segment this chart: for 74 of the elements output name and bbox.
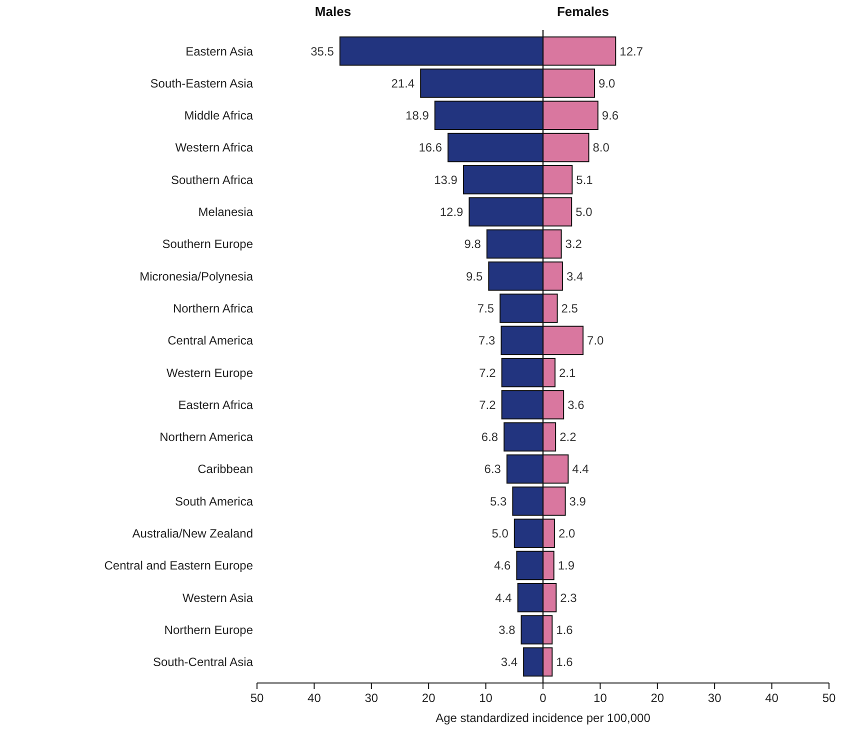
data-label: 7.3 — [478, 334, 496, 348]
data-label: 9.0 — [598, 76, 616, 90]
data-label: 16.6 — [418, 140, 442, 155]
data-label: 12.7 — [620, 44, 644, 58]
data-label: 1.6 — [556, 655, 574, 670]
data-label: 7.5 — [477, 301, 494, 316]
data-label: 7.2 — [479, 398, 496, 412]
y-tick-label: Western Europe — [166, 366, 254, 380]
y-tick-label: Southern Africa — [170, 172, 254, 187]
y-tick-label: South-Central Asia — [152, 655, 254, 670]
data-label: 6.3 — [484, 462, 502, 476]
x-tick-label: 30 — [708, 691, 722, 705]
y-tick-label: Western Asia — [182, 590, 254, 605]
x-tick-label: 50 — [250, 691, 264, 705]
y-tick-label: Eastern Africa — [178, 398, 254, 412]
data-label: 3.4 — [500, 655, 518, 670]
x-tick-label: 40 — [765, 691, 779, 705]
data-label: 5.1 — [576, 172, 594, 187]
series-label: Males — [314, 4, 352, 19]
data-label: 3.4 — [566, 269, 584, 284]
data-label: 4.6 — [494, 558, 512, 573]
y-tick-label: Central America — [168, 334, 254, 348]
data-label: 7.0 — [587, 334, 604, 348]
y-tick-label: Middle Africa — [184, 108, 254, 123]
data-label: 9.6 — [602, 108, 619, 123]
data-label: 5.0 — [492, 526, 509, 541]
y-tick-label: Northern Africa — [172, 301, 254, 316]
data-label: 35.5 — [310, 44, 334, 58]
data-label: 5.0 — [576, 205, 593, 220]
data-label: 1.6 — [556, 622, 574, 637]
data-label: 9.8 — [464, 237, 482, 252]
y-tick-label: South-Eastern Asia — [150, 76, 254, 90]
data-label: 6.8 — [481, 430, 498, 444]
x-tick-label: 10 — [479, 691, 493, 705]
y-tick-label: Southern Europe — [162, 237, 254, 252]
y-tick-label: South America — [174, 494, 254, 508]
data-label: 3.2 — [565, 237, 582, 252]
data-label: 3.9 — [569, 494, 586, 508]
data-label: 2.0 — [558, 526, 576, 541]
y-tick-label: Western Africa — [175, 140, 254, 155]
y-tick-label: Australia/New Zealand — [132, 526, 253, 541]
data-label: 8.0 — [592, 140, 610, 155]
data-label: 3.6 — [568, 398, 585, 412]
data-label: 5.3 — [490, 494, 508, 508]
data-label: 4.4 — [572, 462, 590, 476]
x-tick-label: 0 — [540, 691, 547, 705]
data-label: 18.9 — [406, 108, 430, 123]
y-tick-label: Eastern Asia — [186, 44, 254, 58]
x-axis-title: Age standardized incidence per 100,000 — [436, 711, 651, 725]
x-tick-label: 40 — [308, 691, 322, 705]
data-label: 2.3 — [560, 590, 578, 605]
data-label: 3.8 — [498, 622, 516, 637]
series-label: Females — [556, 4, 610, 19]
y-tick-label: Central and Eastern Europe — [104, 558, 254, 573]
data-label: 12.9 — [440, 205, 464, 220]
y-tick-label: Melanesia — [198, 205, 254, 220]
x-tick-label: 50 — [822, 691, 836, 705]
data-label: 2.5 — [561, 301, 578, 316]
data-label: 1.9 — [558, 558, 575, 573]
y-tick-label: Northern America — [160, 430, 254, 444]
x-tick-label: 20 — [422, 691, 436, 705]
data-label: 9.5 — [466, 269, 483, 284]
data-label: 4.4 — [495, 590, 512, 605]
data-label: 2.1 — [559, 366, 576, 380]
y-tick-label: Northern Europe — [164, 622, 254, 637]
x-tick-label: 10 — [594, 691, 608, 705]
data-label: 2.2 — [560, 430, 577, 444]
y-tick-label: Micronesia/Polynesia — [140, 269, 254, 284]
x-tick-label: 20 — [650, 691, 664, 705]
y-tick-label: Caribbean — [198, 462, 253, 476]
data-label: 21.4 — [391, 76, 415, 90]
x-tick-label: 30 — [364, 691, 378, 705]
data-label: 13.9 — [434, 172, 458, 187]
data-label: 7.2 — [479, 366, 496, 380]
